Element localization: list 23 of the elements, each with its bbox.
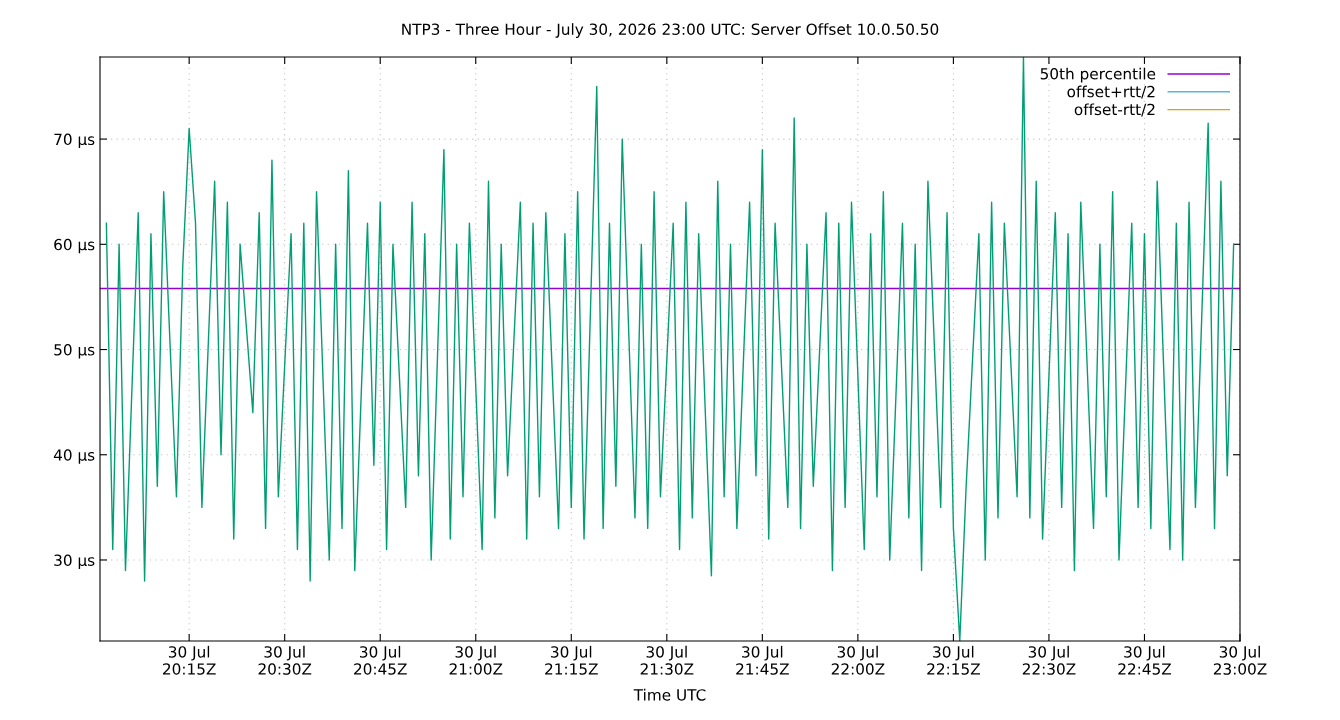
x-tick-label: 30 Jul 22:45Z	[1118, 645, 1172, 675]
y-tick-label: 40 µs	[53, 449, 95, 464]
x-axis-title: Time UTC	[633, 688, 706, 701]
x-tick-label: 30 Jul 22:00Z	[831, 645, 885, 675]
line-series	[105, 57, 1235, 641]
x-tick-label: 30 Jul 21:30Z	[640, 645, 694, 675]
x-tick-label: 30 Jul 20:45Z	[354, 645, 407, 675]
y-tick-label: 60 µs	[54, 238, 95, 254]
x-tick-label: 30 Jul 22:15Z	[927, 645, 980, 675]
x-tick-label: 30 Jul 21:00Z	[449, 645, 503, 675]
x-tick-label: 30 Jul 23:00Z	[1213, 645, 1267, 675]
legend-label: offset-rtt/2	[1074, 103, 1155, 117]
x-tick-label: 30 Jul 22:30Z	[1022, 645, 1076, 675]
x-tick-label: 30 Jul 20:15Z	[163, 645, 216, 675]
chart-title: NTP3 - Three Hour - July 30, 2026 23:00 UTC: Server Offset 10.0.50.50	[402, 23, 939, 38]
legend-label: 50th percentile	[1040, 67, 1156, 83]
x-tick-label: 30 Jul 21:45Z	[736, 645, 789, 675]
y-tick-label: 50 µs	[54, 343, 95, 359]
legend-label: offset+rtt/2	[1067, 85, 1155, 99]
x-tick-label: 30 Jul 20:30Z	[258, 645, 312, 675]
y-tick-label: 30 µs	[54, 554, 95, 569]
x-tick-label: 30 Jul 21:15Z	[545, 645, 598, 675]
y-tick-label: 70 µs	[54, 133, 95, 149]
